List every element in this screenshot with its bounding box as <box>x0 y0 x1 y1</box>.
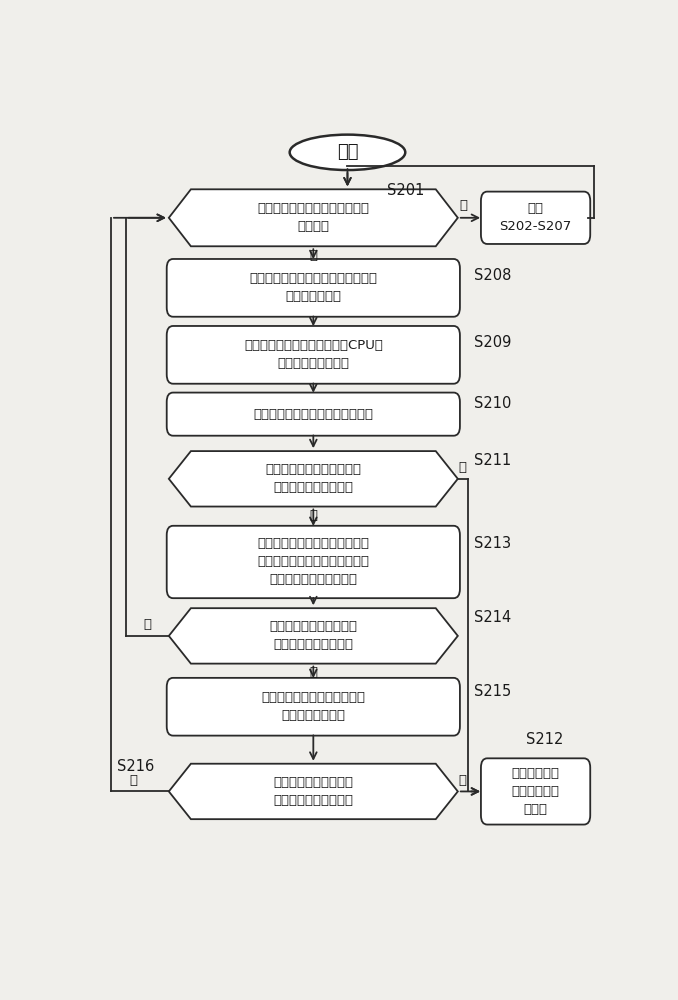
Text: 是: 是 <box>459 199 467 212</box>
Text: 第二计时单元计时完毕后唤醒CPU，
并触发数据获取单元: 第二计时单元计时完毕后唤醒CPU， 并触发数据获取单元 <box>244 339 383 370</box>
Text: S216: S216 <box>117 759 155 774</box>
Polygon shape <box>169 764 458 819</box>
FancyBboxPatch shape <box>167 526 460 598</box>
Text: 否: 否 <box>129 774 137 787</box>
Text: 监控单元监控电子装置是否处于
工作模式: 监控单元监控电子装置是否处于 工作模式 <box>258 202 370 233</box>
Text: 比较单元将电子装置休眠前后
的功耗反馈给用户: 比较单元将电子装置休眠前后 的功耗反馈给用户 <box>261 691 365 722</box>
Text: 否: 否 <box>309 509 317 522</box>
Text: 比较单元自动
切断电子装置
的电源: 比较单元自动 切断电子装置 的电源 <box>512 767 559 816</box>
Polygon shape <box>169 189 458 246</box>
Text: 步骤
S202-S207: 步骤 S202-S207 <box>500 202 572 233</box>
FancyBboxPatch shape <box>481 192 591 244</box>
Text: S209: S209 <box>473 335 511 350</box>
Text: 获取单元获取电池当前的电池容量: 获取单元获取电池当前的电池容量 <box>254 408 374 421</box>
Text: 否: 否 <box>144 618 152 631</box>
Text: 开始: 开始 <box>337 143 358 161</box>
Text: 计算单元根据当前的电池容量与
电子装置休眠前的电池容量获得
电子装置休眠前后的功耗: 计算单元根据当前的电池容量与 电子装置休眠前的电池容量获得 电子装置休眠前后的功… <box>258 537 370 586</box>
Text: 监控单元触发第二计时单元，第二计
时单元开始计时: 监控单元触发第二计时单元，第二计 时单元开始计时 <box>250 272 378 303</box>
Text: S215: S215 <box>473 684 511 699</box>
Text: 判断电子装置休眠前后的
功耗是否大于系统功耗: 判断电子装置休眠前后的 功耗是否大于系统功耗 <box>269 620 357 651</box>
Text: S208: S208 <box>473 268 511 283</box>
Text: S212: S212 <box>526 732 563 747</box>
FancyBboxPatch shape <box>167 393 460 436</box>
Text: S211: S211 <box>473 453 511 468</box>
Polygon shape <box>169 608 458 664</box>
Text: 是: 是 <box>458 461 466 474</box>
Ellipse shape <box>290 135 405 170</box>
Text: S210: S210 <box>473 396 511 411</box>
FancyBboxPatch shape <box>167 326 460 384</box>
Text: 当前的电池容量是否小
于第二电池容量下限值: 当前的电池容量是否小 于第二电池容量下限值 <box>273 776 353 807</box>
FancyBboxPatch shape <box>167 259 460 317</box>
Text: 是: 是 <box>309 666 317 679</box>
Text: 否: 否 <box>309 249 317 262</box>
FancyBboxPatch shape <box>167 678 460 736</box>
Text: 是: 是 <box>458 774 466 787</box>
FancyBboxPatch shape <box>481 758 591 825</box>
Polygon shape <box>169 451 458 507</box>
Text: 判断当前的电池容量是否小
于第一电池容量下限值: 判断当前的电池容量是否小 于第一电池容量下限值 <box>265 463 361 494</box>
Text: S201: S201 <box>387 183 424 198</box>
Text: S214: S214 <box>473 610 511 625</box>
Text: S213: S213 <box>473 536 511 551</box>
